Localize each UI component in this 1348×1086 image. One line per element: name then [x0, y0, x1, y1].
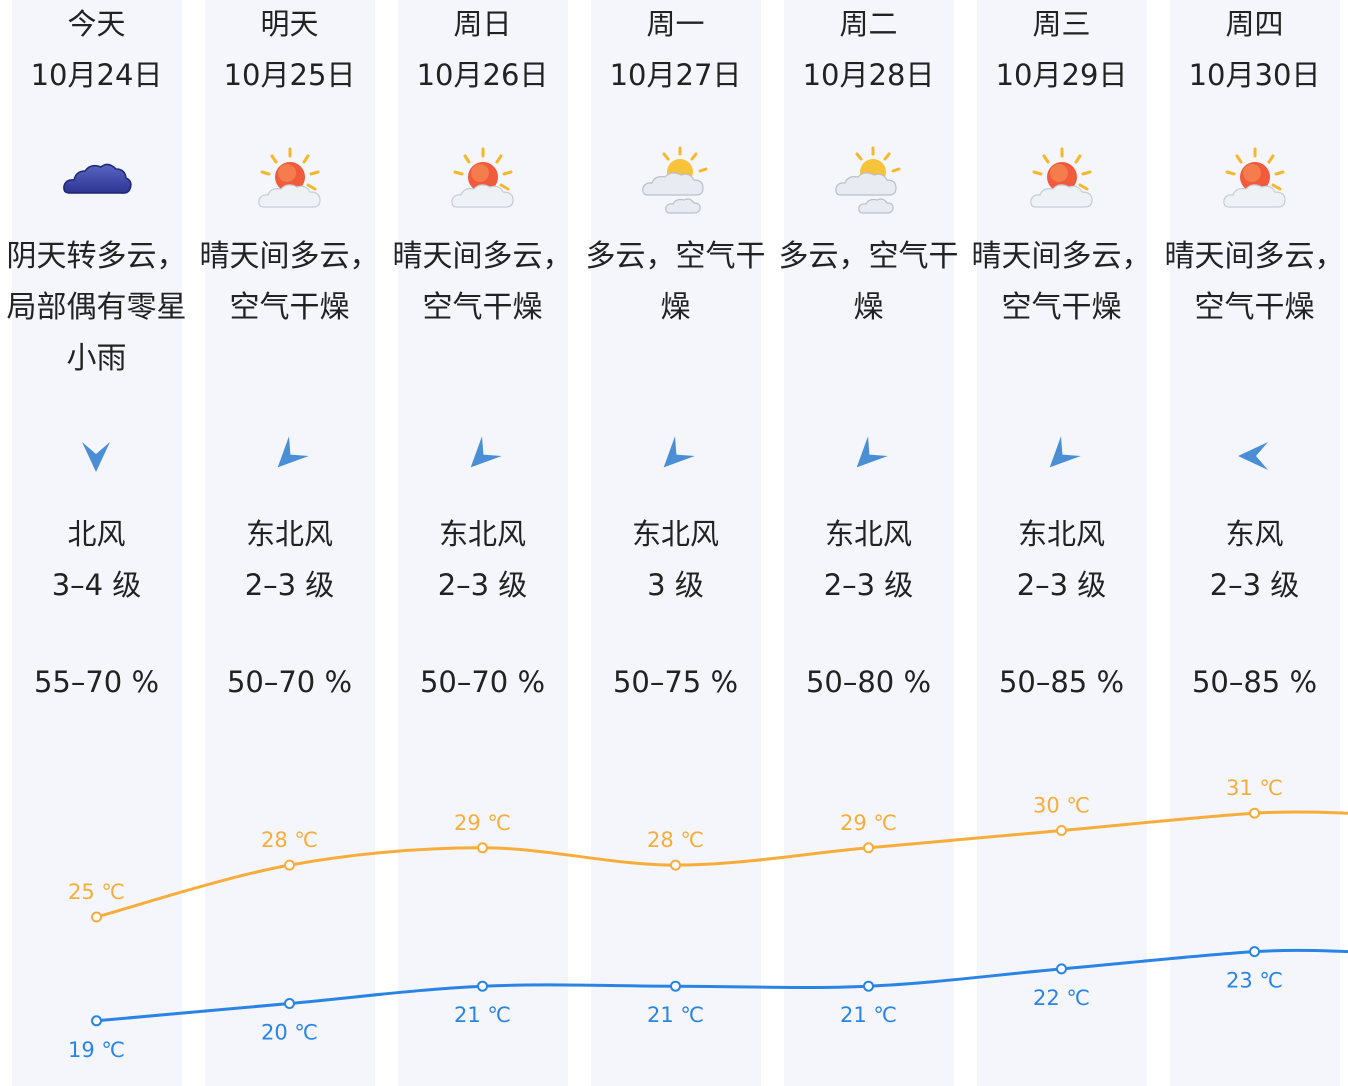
day-name: 周二	[839, 7, 898, 41]
sun-behind-cloud-icon	[447, 145, 519, 217]
day-date: 10月25日	[223, 58, 356, 92]
humidity: 50–85 %	[998, 665, 1125, 699]
day-column: 周四 10月30日 晴天间多云，空气干燥 东风 2–3 级 50–85 %	[1158, 0, 1348, 1086]
day-column: 周三 10月29日 晴天间多云，空气干燥 东北风 2–3 级 50–85 %	[965, 0, 1158, 1086]
northeast-wind-arrow-icon	[269, 436, 309, 476]
day-date: 10月30日	[1188, 58, 1321, 92]
sun-behind-cloud-icon	[1219, 145, 1291, 217]
wind-level: 2–3 级	[1016, 568, 1107, 602]
sun-behind-cloud-icon	[1026, 145, 1098, 217]
day-date: 10月28日	[802, 58, 935, 92]
wind-level: 2–3 级	[1209, 568, 1300, 602]
day-column: 周一 10月27日 多云，空气干燥 东北风 3 级 50–75 %	[579, 0, 772, 1086]
humidity: 55–70 %	[33, 665, 160, 699]
humidity: 50–80 %	[805, 665, 932, 699]
day-column: 周日 10月26日 晴天间多云，空气干燥 东北风 2–3 级 50–70 %	[386, 0, 579, 1086]
weather-description: 阴天转多云，局部偶有零星小雨	[6, 239, 187, 376]
day-name: 今天	[67, 7, 126, 41]
wind-direction: 东北风	[438, 517, 526, 551]
wind-direction: 东北风	[1017, 517, 1105, 551]
weather-description: 多云，空气干燥	[585, 239, 766, 325]
north-wind-arrow-icon	[76, 436, 116, 476]
overcast-cloud-icon	[61, 145, 133, 217]
weather-description: 多云，空气干燥	[778, 239, 959, 325]
day-name: 明天	[260, 7, 319, 41]
sun-behind-cloud-icon	[254, 145, 326, 217]
humidity: 50–85 %	[1191, 665, 1318, 699]
partly-cloudy-icon	[833, 145, 905, 217]
northeast-wind-arrow-icon	[462, 436, 502, 476]
wind-direction: 北风	[67, 517, 126, 551]
humidity: 50–70 %	[226, 665, 353, 699]
day-date: 10月26日	[416, 58, 549, 92]
wind-direction: 东北风	[824, 517, 912, 551]
day-name: 周三	[1032, 7, 1091, 41]
east-wind-arrow-icon	[1234, 436, 1274, 476]
wind-direction: 东北风	[631, 517, 719, 551]
day-name: 周日	[453, 7, 512, 41]
weather-description: 晴天间多云，空气干燥	[971, 239, 1152, 325]
day-date: 10月24日	[30, 58, 163, 92]
partly-cloudy-icon	[640, 145, 712, 217]
wind-level: 3–4 级	[51, 568, 142, 602]
weather-description: 晴天间多云，空气干燥	[199, 239, 380, 325]
northeast-wind-arrow-icon	[1041, 436, 1081, 476]
northeast-wind-arrow-icon	[655, 436, 695, 476]
wind-direction: 东北风	[245, 517, 333, 551]
day-date: 10月29日	[995, 58, 1128, 92]
wind-level: 2–3 级	[823, 568, 914, 602]
humidity: 50–75 %	[612, 665, 739, 699]
humidity: 50–70 %	[419, 665, 546, 699]
day-column: 今天 10月24日 阴天转多云，局部偶有零星小雨 北风 3–4 级 55–70 …	[0, 0, 193, 1086]
weather-description: 晴天间多云，空气干燥	[392, 239, 573, 325]
northeast-wind-arrow-icon	[848, 436, 888, 476]
wind-level: 2–3 级	[244, 568, 335, 602]
day-column: 周二 10月28日 多云，空气干燥 东北风 2–3 级 50–80 %	[772, 0, 965, 1086]
day-name: 周一	[646, 7, 705, 41]
wind-level: 2–3 级	[437, 568, 528, 602]
weather-description: 晴天间多云，空气干燥	[1164, 239, 1345, 325]
day-column: 明天 10月25日 晴天间多云，空气干燥 东北风 2–3 级 50–70 %	[193, 0, 386, 1086]
wind-level: 3 级	[647, 568, 704, 602]
day-name: 周四	[1225, 7, 1284, 41]
wind-direction: 东风	[1225, 517, 1284, 551]
day-date: 10月27日	[609, 58, 742, 92]
